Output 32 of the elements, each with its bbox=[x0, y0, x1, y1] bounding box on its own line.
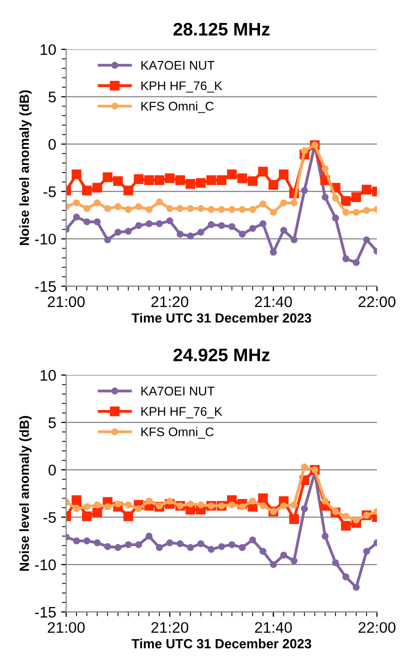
y-tick-label: -5 bbox=[44, 186, 56, 198]
y-tick-label: 0 bbox=[48, 464, 56, 476]
y-tick-label: 10 bbox=[40, 370, 56, 381]
legend-label: KPH HF_76_K bbox=[141, 81, 222, 93]
legend-label: KA7OEI NUT bbox=[141, 386, 214, 396]
chart-title: 24.925 MHz bbox=[174, 348, 270, 362]
x-tick-label: 21:00 bbox=[48, 622, 85, 633]
y-tick-label: -10 bbox=[35, 559, 56, 570]
y-tick-label: -10 bbox=[35, 234, 56, 245]
x-tick-label: 21:00 bbox=[48, 296, 85, 308]
y-tick-label: -5 bbox=[44, 512, 56, 523]
chart-title: 28.125 MHz bbox=[174, 22, 270, 36]
x-axis-title: Time UTC 31 December 2023 bbox=[132, 312, 312, 323]
y-axis-title: Noise level anomaly (dB) bbox=[19, 90, 32, 245]
legend-label: KFS Omni_C bbox=[141, 427, 214, 439]
legend-label: KA7OEI NUT bbox=[141, 60, 214, 70]
y-tick-label: 10 bbox=[40, 44, 56, 56]
y-tick-label: -15 bbox=[35, 281, 56, 292]
x-axis-title: Time UTC 31 December 2023 bbox=[132, 638, 312, 648]
x-tick-label: 21:40 bbox=[255, 622, 292, 633]
x-tick-label: 22:00 bbox=[358, 296, 396, 308]
y-tick-label: 0 bbox=[48, 138, 56, 150]
y-tick-label: -15 bbox=[35, 606, 56, 618]
y-axis-title: Noise level anomaly (dB) bbox=[19, 416, 32, 571]
x-tick-label: 21:20 bbox=[151, 296, 188, 308]
legend-label: KFS Omni_C bbox=[141, 101, 214, 113]
y-tick-label: 5 bbox=[48, 92, 56, 102]
x-tick-label: 22:00 bbox=[358, 622, 396, 633]
x-tick-label: 21:40 bbox=[255, 296, 292, 308]
y-tick-label: 5 bbox=[48, 417, 56, 428]
x-tick-label: 21:20 bbox=[151, 622, 188, 633]
legend-label: KPH HF_76_K bbox=[141, 407, 222, 418]
